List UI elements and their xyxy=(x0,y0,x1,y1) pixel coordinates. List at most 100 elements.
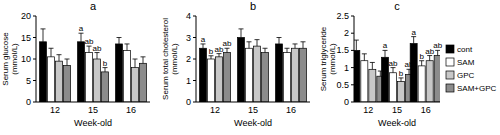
bar xyxy=(354,50,360,102)
panel: c Serum triglyceride(mmol/L) 0 0.5 1 1.5 2 2.5 1… xyxy=(319,0,443,128)
y-tick-label: 2 xyxy=(344,28,349,38)
y-tick-label: 15 xyxy=(21,33,31,43)
significance-letter: b xyxy=(209,47,214,56)
error-bar xyxy=(301,42,306,48)
error-bar xyxy=(79,33,84,42)
legend-swatch xyxy=(446,84,454,92)
x-tick-label: 16 xyxy=(286,105,296,115)
x-tick-label: 15 xyxy=(248,105,258,115)
error-bar xyxy=(87,46,92,52)
error-bar xyxy=(125,44,130,50)
y-tick-label: 1 xyxy=(186,76,191,86)
y-axis-label: Serum total cholesterol(mmol/L) xyxy=(161,18,179,100)
error-bar xyxy=(399,78,404,81)
legend: contSAMGPCSAM+GPC xyxy=(446,45,497,93)
significance-letter: ab xyxy=(405,60,414,69)
error-bar xyxy=(370,62,375,69)
x-axis-label: Week-old xyxy=(234,118,272,128)
legend-swatch xyxy=(446,58,454,66)
bars xyxy=(40,29,147,102)
panel-label: a xyxy=(90,0,97,12)
y-tick-label: 20 xyxy=(21,11,31,21)
bar xyxy=(48,57,55,102)
y-axis xyxy=(196,16,197,102)
y-axis xyxy=(354,16,355,102)
x-axis xyxy=(196,102,310,103)
y-tick-label: 1 xyxy=(344,63,349,73)
panel-label: b xyxy=(250,0,256,12)
bar xyxy=(238,38,245,103)
x-axis-label: Week-old xyxy=(74,118,112,128)
x-axis-label: Week-old xyxy=(378,118,416,128)
bar xyxy=(418,66,425,102)
bar xyxy=(434,56,440,102)
y-tick-label: 0 xyxy=(186,97,191,107)
bar xyxy=(78,42,85,102)
error-bar xyxy=(247,42,252,48)
x-tick-label: 16 xyxy=(421,105,431,115)
legend-swatch xyxy=(446,71,454,79)
bar xyxy=(410,44,417,102)
y-tick-label: 4 xyxy=(186,11,191,21)
error-bar xyxy=(354,40,359,50)
error-bar xyxy=(57,55,62,61)
x-tick-label: 12 xyxy=(363,105,373,115)
x-axis xyxy=(354,102,440,103)
x-tick-label: 16 xyxy=(126,105,136,115)
y-tick-label: 10 xyxy=(21,54,31,64)
bar xyxy=(140,63,147,102)
y-axis-label-line: Serum total cholesterol xyxy=(161,18,170,100)
x-tick-label: 15 xyxy=(392,105,402,115)
significance-letter: ab xyxy=(223,39,232,48)
significance-letter: a xyxy=(201,35,206,44)
panel-label: c xyxy=(394,0,400,12)
significance-letter: ab xyxy=(433,41,442,50)
error-bar xyxy=(103,68,108,72)
y-axis-label-line: (mmol/L) xyxy=(170,43,179,75)
legend-swatch xyxy=(446,45,454,53)
error-bar xyxy=(117,38,122,44)
bar xyxy=(262,53,269,102)
bar xyxy=(246,48,253,102)
error-bar xyxy=(65,59,70,65)
y-tick-label: 1.5 xyxy=(336,45,349,55)
bar xyxy=(116,44,123,102)
x-tick-label: 12 xyxy=(50,105,60,115)
bar xyxy=(390,73,397,102)
y-axis-label: Serum triglyceride(mmol/L) xyxy=(319,26,337,91)
error-bar xyxy=(293,44,298,48)
error-bar xyxy=(41,29,46,42)
bar xyxy=(216,57,223,102)
error-bar xyxy=(362,54,367,61)
y-axis-label-line: Serum triglyceride xyxy=(319,26,328,91)
bar xyxy=(94,59,101,102)
significance-letter: a xyxy=(79,24,84,33)
bar xyxy=(40,42,47,102)
legend-label: SAM+GPC xyxy=(457,84,497,93)
error-bar xyxy=(277,38,282,44)
y-tick-label: 0 xyxy=(344,97,349,107)
y-axis xyxy=(36,16,37,102)
significance-letter: a xyxy=(383,41,388,50)
bar xyxy=(56,61,63,102)
error-bar xyxy=(383,50,388,57)
error-bar xyxy=(217,54,222,57)
bar xyxy=(254,46,261,102)
significance-letter: b xyxy=(399,69,404,78)
y-axis-label: Serum glucose(mmol/L) xyxy=(1,32,19,86)
error-bar xyxy=(209,56,214,59)
error-bar xyxy=(285,48,290,52)
error-bar xyxy=(427,56,432,61)
significance-letter: b xyxy=(103,59,108,68)
bar xyxy=(398,81,405,102)
x-axis xyxy=(36,102,150,103)
error-bar xyxy=(435,50,440,55)
bar xyxy=(284,53,291,102)
y-tick-label: 0.5 xyxy=(336,80,349,90)
y-tick-label: 5 xyxy=(26,76,31,86)
y-tick-label: 2.5 xyxy=(336,11,349,21)
error-bar xyxy=(133,59,138,68)
error-bar xyxy=(95,53,100,59)
error-bar xyxy=(201,44,206,48)
bar xyxy=(426,61,433,102)
